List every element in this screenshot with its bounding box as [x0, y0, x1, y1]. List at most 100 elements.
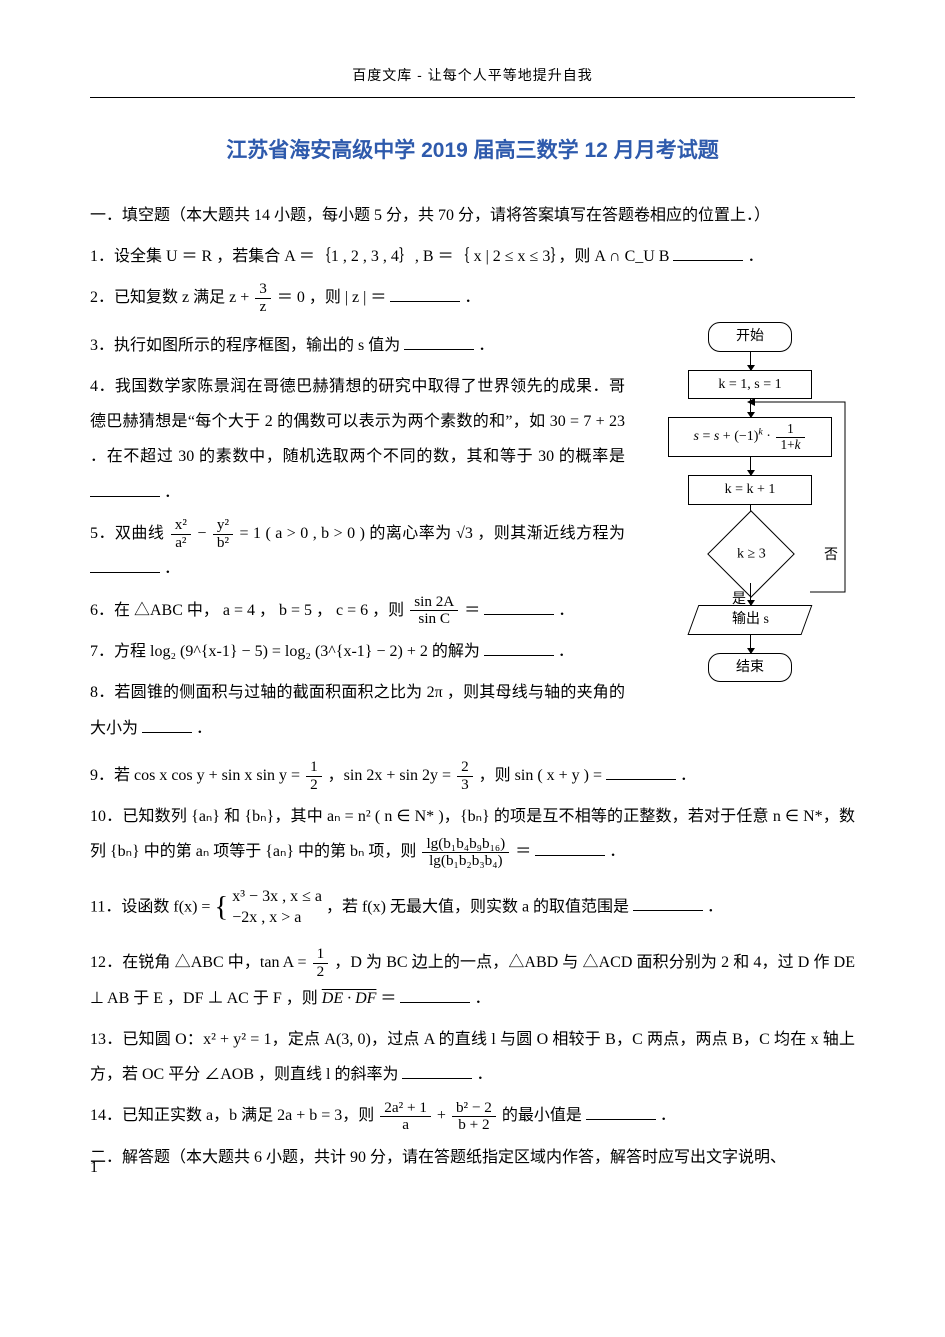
- blank: [586, 1103, 656, 1120]
- blank: [390, 285, 460, 302]
- q2-fraction: 3 z: [255, 281, 271, 315]
- question-14: 14．已知正实数 a，b 满足 2a + b = 3，则 2a² + 1 a +…: [90, 1098, 855, 1134]
- blank: [402, 1062, 472, 1079]
- q9-text-b: ，sin 2x + sin 2y =: [328, 767, 451, 784]
- q11-case2: −2x , x > a: [232, 908, 322, 929]
- question-8: 8．若圆锥的侧面积与过轴的截面积面积之比为 2π ，则其母线与轴的夹角的大小为 …: [90, 675, 625, 745]
- fc-end: 结束: [708, 653, 792, 683]
- q12-text-c: ＝: [380, 990, 396, 1007]
- q12-text-a: 12．在锐角 △ABC 中，tan A =: [90, 954, 306, 971]
- q9-frac1: 1 2: [306, 759, 322, 793]
- flowchart-diagram: 开始 k = 1, s = 1 s = s + (−1)k · 11+k k =…: [645, 322, 855, 682]
- fc-output-text: 输出 s: [732, 610, 769, 630]
- fc-arrow: [750, 457, 751, 475]
- question-4: 4．我国数学家陈景润在哥德巴赫猜想的研究中取得了世界领先的成果．哥德巴赫猜想是“…: [90, 369, 625, 510]
- question-11: 11．设函数 f(x) = { x³ − 3x , x ≤ a −2x , x …: [90, 876, 855, 939]
- q14-frac1: 2a² + 1 a: [380, 1100, 431, 1134]
- q14-text-a: 14．已知正实数 a，b 满足 2a + b = 3，则: [90, 1107, 374, 1124]
- frac-num: sin 2A: [410, 594, 458, 612]
- fc-decision: k ≥ 3: [707, 510, 795, 598]
- page-header: 百度文库 - 让每个人平等地提升自我: [90, 60, 855, 98]
- q9-text-c: ，则 sin ( x + y ) =: [479, 767, 602, 784]
- question-7: 7．方程 log₂ (9^{x-1} − 5) = log₂ (3^{x-1} …: [90, 634, 625, 669]
- question-13: 13．已知圆 O：x² + y² = 1，定点 A(3, 0)，过点 A 的直线…: [90, 1022, 855, 1092]
- frac-den: lg(b₁b₂b₃b₄): [422, 853, 509, 870]
- frac-den: 2: [313, 964, 329, 981]
- fc-arrow: [750, 399, 751, 417]
- blank: [404, 333, 474, 350]
- q4-text: 4．我国数学家陈景润在哥德巴赫猜想的研究中取得了世界领先的成果．哥德巴赫猜想是“…: [90, 378, 625, 465]
- blank: [90, 480, 160, 497]
- q10-text-b: ＝: [515, 843, 531, 860]
- blank: [484, 639, 554, 656]
- q1-text: 1．设全集 U ＝ R ，若集合 A ＝｛1 , 2 , 3 , 4｝, B ＝…: [90, 248, 669, 265]
- frac-num: 2: [457, 759, 473, 777]
- fc-arrow: [750, 635, 751, 653]
- frac-num: x²: [171, 517, 191, 535]
- blank: [633, 894, 703, 911]
- q5-text-a: 5．双曲线: [90, 525, 164, 542]
- fc-update: s = s + (−1)k · 11+k: [668, 417, 832, 457]
- fc-inc: k = k + 1: [688, 475, 812, 505]
- frac-den: 2: [306, 777, 322, 794]
- q5-frac2: y² b²: [213, 517, 233, 551]
- frac-den: b + 2: [452, 1117, 496, 1134]
- fc-start: 开始: [708, 322, 792, 352]
- q11-case1: x³ − 3x , x ≤ a: [232, 887, 322, 908]
- blank: [606, 763, 676, 780]
- q7-text: 7．方程 log₂ (9^{x-1} − 5) = log₂ (3^{x-1} …: [90, 643, 480, 660]
- question-1: 1．设全集 U ＝ R ，若集合 A ＝｛1 , 2 , 3 , 4｝, B ＝…: [90, 239, 855, 274]
- q2-text-a: 2．已知复数 z 满足 z +: [90, 289, 249, 306]
- q12-frac: 1 2: [313, 946, 329, 980]
- frac-num: 1: [306, 759, 322, 777]
- fc-init: k = 1, s = 1: [688, 370, 812, 400]
- frac-num: b² − 2: [452, 1100, 496, 1118]
- blank: [142, 716, 192, 733]
- frac-num: 2a² + 1: [380, 1100, 431, 1118]
- frac-num: 1: [313, 946, 329, 964]
- q5-text-b: = 1 ( a > 0 , b > 0 ) 的离心率为 √3 ，则其渐近线方程为: [240, 525, 626, 542]
- section-2-heading: 二．解答题（本大题共 6 小题，共计 90 分，请在答题纸指定区域内作答，解答时…: [90, 1140, 855, 1175]
- frac-den: a: [380, 1117, 431, 1134]
- fc-label-no: 否: [824, 541, 838, 572]
- frac-den: sin C: [410, 611, 458, 628]
- q9-text-a: 9．若 cos x cos y + sin x sin y =: [90, 767, 300, 784]
- fc-output: 输出 s: [688, 605, 813, 635]
- q6-text-b: ＝: [464, 602, 480, 619]
- blank: [400, 986, 470, 1003]
- fc-arrow: [750, 583, 751, 605]
- page-number: 1: [90, 1150, 98, 1185]
- fc-cond-text: k ≥ 3: [737, 544, 766, 564]
- blank: [535, 839, 605, 856]
- blank: [673, 244, 743, 261]
- frac-den: b²: [213, 535, 233, 552]
- q2-text-b: ＝ 0 ，则 | z | ＝: [277, 289, 387, 306]
- q11-text-a: 11．设函数 f(x) =: [90, 898, 210, 915]
- q3-text: 3．执行如图所示的程序框图，输出的 s 值为: [90, 337, 400, 354]
- q11-text-b: ，若 f(x) 无最大值，则实数 a 的取值范围是: [326, 898, 629, 915]
- fc-update-text: s = s + (−1)k · 11+k: [693, 429, 806, 444]
- q5-frac1: x² a²: [171, 517, 191, 551]
- q14-frac2: b² − 2 b + 2: [452, 1100, 496, 1134]
- question-12: 12．在锐角 △ABC 中，tan A = 1 2 ，D 为 BC 边上的一点，…: [90, 945, 855, 1016]
- q6-frac: sin 2A sin C: [410, 594, 458, 628]
- q14-text-b: +: [437, 1107, 446, 1124]
- blank: [484, 598, 554, 615]
- frac-den: 3: [457, 777, 473, 794]
- frac-den: a²: [171, 535, 191, 552]
- fc-arrow: [750, 352, 751, 370]
- q14-text-c: 的最小值是: [502, 1107, 582, 1124]
- q9-frac2: 2 3: [457, 759, 473, 793]
- section-1-heading: 一．填空题（本大题共 14 小题，每小题 5 分，共 70 分，请将答案填写在答…: [90, 198, 855, 233]
- q6-text-a: 6．在 △ABC 中， a = 4 ， b = 5 ， c = 6 ，则: [90, 602, 404, 619]
- question-5: 5．双曲线 x² a² − y² b² = 1 ( a > 0 , b > 0 …: [90, 516, 625, 587]
- question-9: 9．若 cos x cos y + sin x sin y = 1 2 ，sin…: [90, 758, 855, 794]
- frac-num: y²: [213, 517, 233, 535]
- question-6: 6．在 △ABC 中， a = 4 ， b = 5 ， c = 6 ，则 sin…: [90, 593, 625, 629]
- frac-den: z: [255, 299, 271, 316]
- exam-title: 江苏省海安高级中学 2019 届高三数学 12 月月考试题: [90, 128, 855, 174]
- q10-frac: lg(b₁b₄b₉b₁₆) lg(b₁b₂b₃b₄): [422, 836, 509, 870]
- q13-text: 13．已知圆 O：x² + y² = 1，定点 A(3, 0)，过点 A 的直线…: [90, 1031, 855, 1083]
- question-10: 10．已知数列 {aₙ} 和 {bₙ}，其中 aₙ = n² ( n ∈ N* …: [90, 799, 855, 870]
- frac-num: lg(b₁b₄b₉b₁₆): [422, 836, 509, 854]
